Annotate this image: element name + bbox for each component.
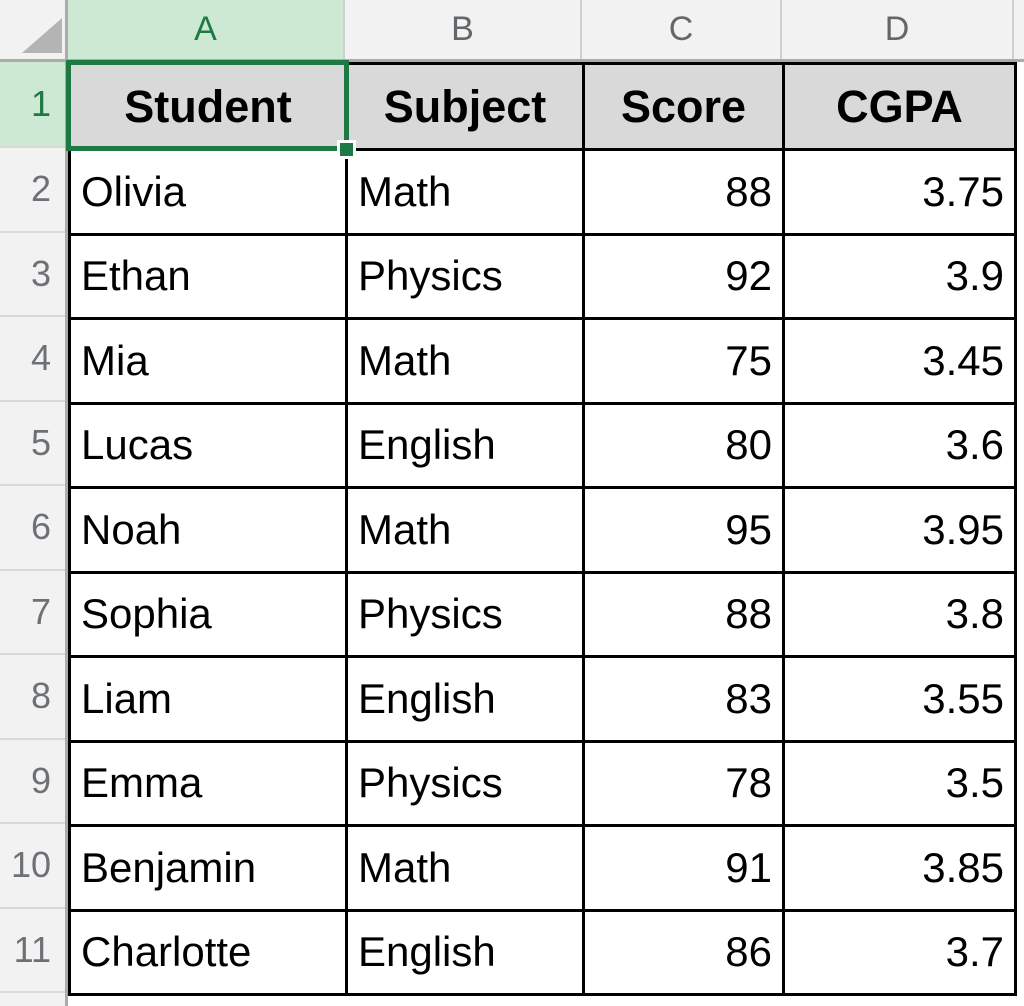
- cell-A9[interactable]: Emma: [71, 742, 348, 827]
- table-row: Sophia Physics 88 3.8: [71, 573, 1017, 658]
- cell-A2[interactable]: Olivia: [71, 151, 348, 236]
- cell-D9[interactable]: 3.5: [785, 742, 1017, 827]
- cell-A3[interactable]: Ethan: [71, 235, 348, 320]
- cell-A8[interactable]: Liam: [71, 658, 348, 743]
- select-all-button[interactable]: [0, 0, 68, 62]
- table-row: Emma Physics 78 3.5: [71, 742, 1017, 827]
- cell-C6[interactable]: 95: [585, 489, 785, 574]
- cell-B10[interactable]: Math: [348, 827, 585, 912]
- cell-D1[interactable]: CGPA: [785, 65, 1017, 151]
- cell-C3[interactable]: 92: [585, 235, 785, 320]
- cell-A11[interactable]: Charlotte: [71, 911, 348, 996]
- cell-B5[interactable]: English: [348, 404, 585, 489]
- select-all-triangle-icon: [22, 18, 62, 53]
- row-header-7[interactable]: 7: [0, 570, 65, 655]
- row-header-8[interactable]: 8: [0, 655, 65, 740]
- cell-A4[interactable]: Mia: [71, 320, 348, 405]
- column-header-partial: [1014, 0, 1024, 59]
- cell-D7[interactable]: 3.8: [785, 573, 1017, 658]
- column-header-A[interactable]: A: [68, 0, 345, 59]
- table-row: Lucas English 80 3.6: [71, 404, 1017, 489]
- table-row: Mia Math 75 3.45: [71, 320, 1017, 405]
- cell-B8[interactable]: English: [348, 658, 585, 743]
- cell-C11[interactable]: 86: [585, 911, 785, 996]
- row-header-strip: 1 2 3 4 5 6 7 8 9 10 11: [0, 62, 68, 1006]
- row-header-10[interactable]: 10: [0, 824, 65, 909]
- cell-A7[interactable]: Sophia: [71, 573, 348, 658]
- column-header-D[interactable]: D: [782, 0, 1014, 59]
- cell-B4[interactable]: Math: [348, 320, 585, 405]
- cell-B3[interactable]: Physics: [348, 235, 585, 320]
- table-row: Liam English 83 3.55: [71, 658, 1017, 743]
- cell-A1[interactable]: Student: [71, 65, 348, 151]
- cell-C1[interactable]: Score: [585, 65, 785, 151]
- cell-D3[interactable]: 3.9: [785, 235, 1017, 320]
- row-header-partial: [0, 993, 65, 1006]
- cell-C9[interactable]: 78: [585, 742, 785, 827]
- column-header-B[interactable]: B: [345, 0, 582, 59]
- cell-D11[interactable]: 3.7: [785, 911, 1017, 996]
- cell-B9[interactable]: Physics: [348, 742, 585, 827]
- cell-C10[interactable]: 91: [585, 827, 785, 912]
- cell-B6[interactable]: Math: [348, 489, 585, 574]
- cells-area: Student Subject Score CGPA Olivia Math 88 3.75 E…: [68, 62, 1017, 996]
- row-header-6[interactable]: 6: [0, 486, 65, 571]
- cell-B7[interactable]: Physics: [348, 573, 585, 658]
- cell-C5[interactable]: 80: [585, 404, 785, 489]
- cell-B2[interactable]: Math: [348, 151, 585, 236]
- row-header-11[interactable]: 11: [0, 908, 65, 993]
- cell-C2[interactable]: 88: [585, 151, 785, 236]
- cell-B11[interactable]: English: [348, 911, 585, 996]
- row-header-5[interactable]: 5: [0, 401, 65, 486]
- row-header-1[interactable]: 1: [0, 62, 65, 148]
- cell-A5[interactable]: Lucas: [71, 404, 348, 489]
- cell-D6[interactable]: 3.95: [785, 489, 1017, 574]
- cell-C7[interactable]: 88: [585, 573, 785, 658]
- column-header-C[interactable]: C: [582, 0, 782, 59]
- cell-D8[interactable]: 3.55: [785, 658, 1017, 743]
- row-header-9[interactable]: 9: [0, 739, 65, 824]
- row-header-4[interactable]: 4: [0, 317, 65, 402]
- cell-A6[interactable]: Noah: [71, 489, 348, 574]
- cell-C8[interactable]: 83: [585, 658, 785, 743]
- table-row: Ethan Physics 92 3.9: [71, 235, 1017, 320]
- table-row: Charlotte English 86 3.7: [71, 911, 1017, 996]
- cell-D10[interactable]: 3.85: [785, 827, 1017, 912]
- fill-handle[interactable]: [337, 140, 356, 159]
- row-header-3[interactable]: 3: [0, 232, 65, 317]
- table-row: Benjamin Math 91 3.85: [71, 827, 1017, 912]
- cell-D2[interactable]: 3.75: [785, 151, 1017, 236]
- table-row: Noah Math 95 3.95: [71, 489, 1017, 574]
- row-header-2[interactable]: 2: [0, 148, 65, 233]
- table-row: Olivia Math 88 3.75: [71, 151, 1017, 236]
- cell-D5[interactable]: 3.6: [785, 404, 1017, 489]
- cell-C4[interactable]: 75: [585, 320, 785, 405]
- cell-A10[interactable]: Benjamin: [71, 827, 348, 912]
- cell-B1[interactable]: Subject: [348, 65, 585, 151]
- cell-D4[interactable]: 3.45: [785, 320, 1017, 405]
